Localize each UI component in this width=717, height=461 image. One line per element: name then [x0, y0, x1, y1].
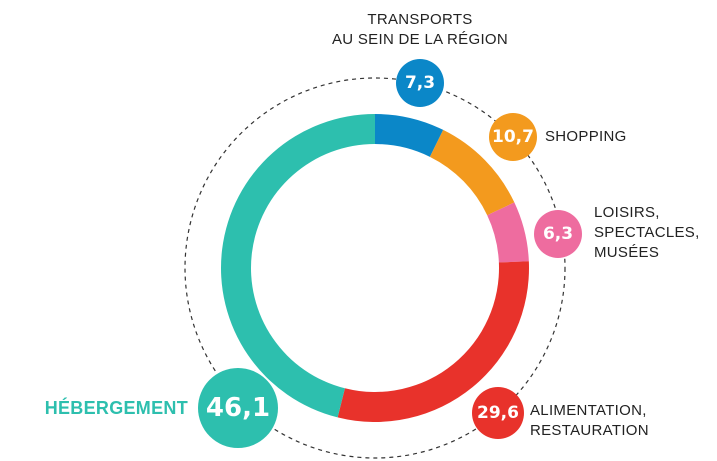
category-label: TRANSPORTS AU SEIN DE LA RÉGION — [331, 11, 509, 48]
dashed-ring — [184, 77, 566, 459]
donut-segment — [375, 114, 444, 157]
value-label: 46,1 — [206, 393, 270, 423]
donut-segment — [220, 114, 375, 418]
category-label: ALIMENTATION, RESTAURATION — [530, 402, 649, 439]
value-badge — [534, 210, 582, 258]
value-badge — [472, 387, 524, 439]
value-label: 10,7 — [492, 127, 534, 147]
category-label: HÉBERGEMENT — [44, 398, 188, 418]
value-badge — [396, 59, 444, 107]
category-label: LOISIRS, SPECTACLES, MUSÉES — [594, 204, 700, 261]
donut-segment — [487, 202, 529, 263]
value-badge — [489, 113, 537, 161]
value-label: 7,3 — [405, 73, 435, 93]
category-label: SHOPPING — [545, 128, 627, 145]
donut-segment — [337, 261, 529, 422]
value-label: 29,6 — [477, 403, 519, 423]
donut-segment — [429, 129, 515, 216]
value-badge — [198, 368, 278, 448]
value-label: 6,3 — [543, 224, 573, 244]
